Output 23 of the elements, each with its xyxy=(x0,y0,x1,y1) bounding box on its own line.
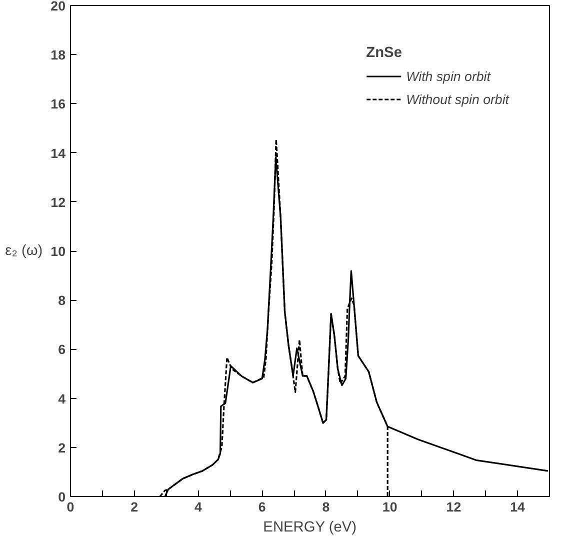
x-tick-label: 2 xyxy=(130,500,138,514)
y-tick-label: 2 xyxy=(58,440,66,456)
y-tick-label: 10 xyxy=(50,244,66,259)
y-axis-title: ε₂ (ω) xyxy=(5,243,43,259)
legend-label: With spin orbit xyxy=(406,68,490,84)
x-tick-label: 14 xyxy=(510,500,526,514)
y-tick-label: 18 xyxy=(50,48,66,63)
x-tick-label: 6 xyxy=(258,500,266,514)
y-tick-label: 14 xyxy=(50,146,66,161)
y-tick-label: 20 xyxy=(50,0,66,14)
x-tick-label: 10 xyxy=(382,500,398,514)
x-tick-label: 12 xyxy=(446,500,462,514)
y-tick-label: 6 xyxy=(58,342,66,358)
y-tick-label: 8 xyxy=(58,293,66,308)
y-tick-label: 16 xyxy=(50,96,66,112)
y-tick-label: 4 xyxy=(58,391,66,406)
legend-label: Without spin orbit xyxy=(406,92,509,106)
y-tick-label: 0 xyxy=(58,490,66,504)
x-axis-title: ENERGY (eV) xyxy=(263,520,357,536)
x-tick-label: 4 xyxy=(194,500,203,514)
y-tick-label: 12 xyxy=(50,194,66,210)
x-tick-label: 8 xyxy=(322,500,330,514)
legend-title: ZnSe xyxy=(366,45,403,61)
